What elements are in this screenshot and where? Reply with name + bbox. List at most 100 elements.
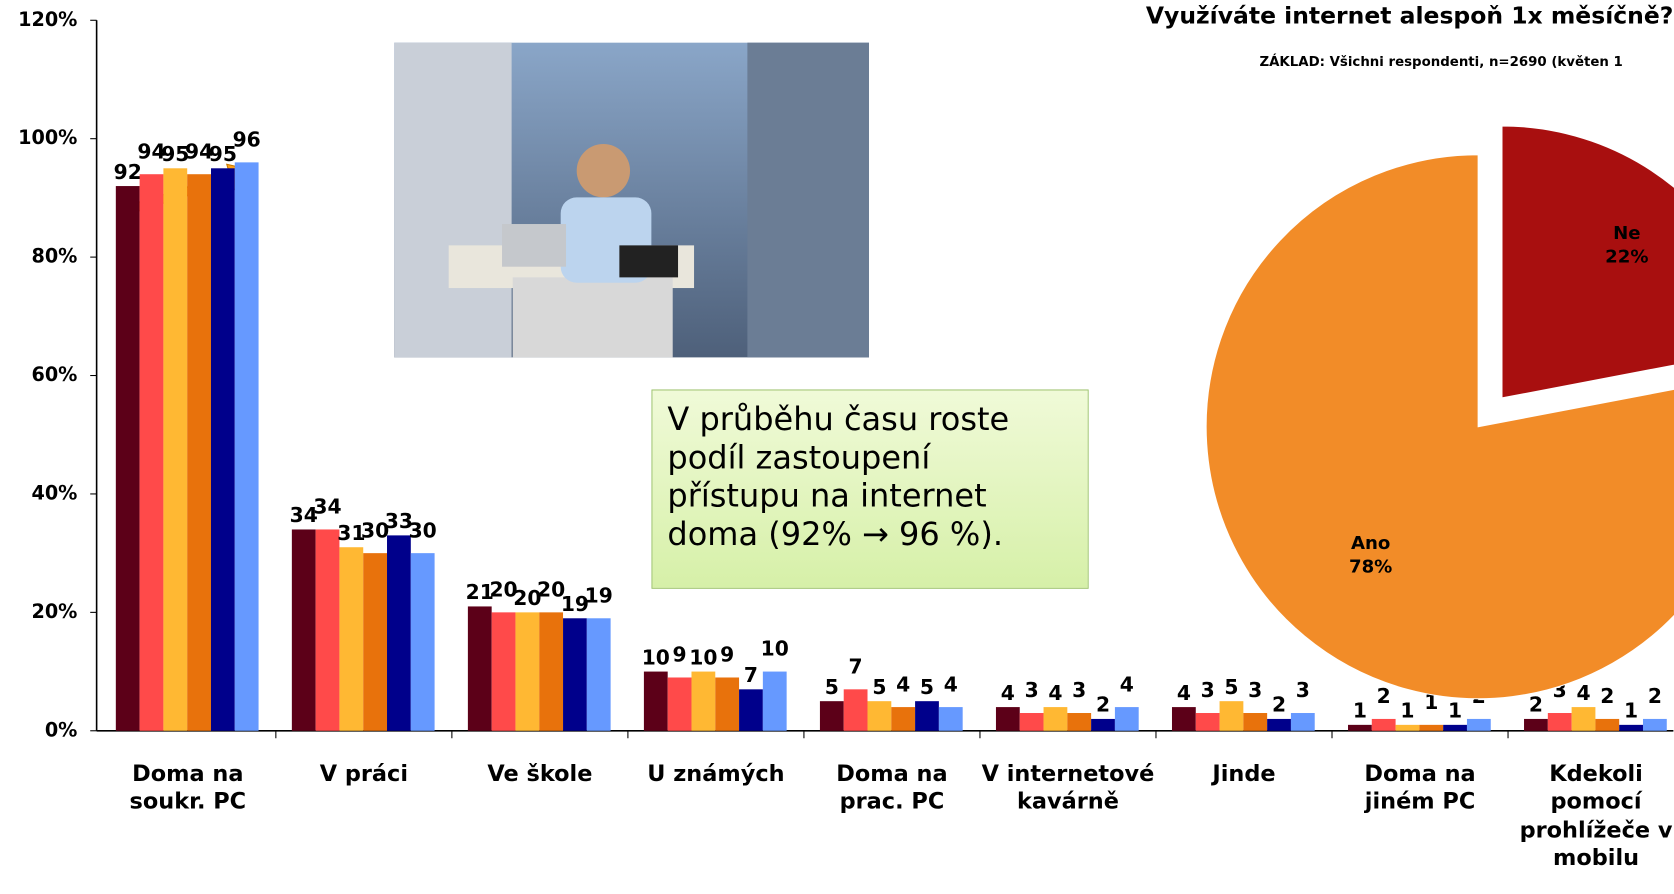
data-label: 3	[1296, 678, 1310, 702]
data-label: 95	[209, 142, 237, 166]
data-label: 4	[1120, 672, 1134, 696]
bar	[643, 671, 668, 731]
bar	[891, 707, 916, 731]
x-tick-label-box: V internetové kavárně	[982, 761, 1155, 815]
y-tick-label: 40%	[31, 481, 77, 504]
x-tick-label: U známých	[647, 760, 785, 787]
data-label: 3	[1072, 678, 1086, 702]
data-label: 5	[920, 675, 934, 699]
bar	[691, 671, 716, 731]
bar	[515, 612, 540, 731]
bar	[1348, 724, 1372, 731]
x-tick-label: Doma na jiném PC	[1364, 760, 1476, 815]
data-label: 30	[361, 518, 389, 542]
bar	[139, 174, 164, 731]
bar	[938, 707, 963, 731]
data-label: 20	[537, 578, 565, 602]
bar	[1642, 718, 1667, 731]
x-tick-label-box: Ve škole	[487, 761, 592, 787]
data-label: 10	[761, 637, 789, 661]
bar	[291, 529, 316, 731]
bar	[1443, 724, 1467, 731]
x-tick-label: V práci	[319, 760, 409, 787]
data-label: 94	[137, 139, 165, 163]
data-label: 4	[1576, 681, 1590, 705]
y-tick-label: 120%	[18, 8, 77, 31]
data-label: 2	[1600, 684, 1614, 708]
bar	[586, 618, 611, 731]
data-label: 2	[1529, 693, 1543, 717]
bar	[739, 689, 763, 731]
bar	[995, 707, 1020, 731]
bar	[1219, 701, 1244, 731]
pie-value-label: 78%	[1349, 556, 1392, 577]
data-label: 34	[290, 503, 318, 527]
data-label: 94	[185, 139, 213, 163]
data-label: 92	[114, 160, 142, 184]
bar	[1619, 724, 1643, 731]
data-label: 5	[825, 675, 839, 699]
bar	[915, 701, 939, 731]
y-tick-label: 80%	[31, 245, 77, 268]
x-tick-label-box: Jinde	[1212, 760, 1276, 787]
annotation: V průběhu času roste podíl zastoupení př…	[651, 389, 1089, 589]
x-tick-label-box: U známých	[647, 760, 785, 787]
bar	[115, 186, 140, 731]
data-label: 4	[1001, 681, 1015, 705]
bar	[1466, 718, 1491, 731]
data-label: 1	[1624, 699, 1638, 723]
pie-slice	[1205, 154, 1674, 700]
y-tick-label: 100%	[18, 126, 77, 149]
data-label: 3	[1248, 678, 1262, 702]
bar	[1171, 707, 1196, 731]
bar	[539, 612, 564, 731]
data-label: 21	[466, 580, 494, 604]
data-label: 10	[689, 645, 717, 669]
data-label: 9	[720, 643, 734, 667]
x-tick-label-box: Doma na prac. PC	[836, 761, 947, 815]
data-label: 20	[489, 578, 517, 602]
data-label: 2	[1096, 693, 1110, 717]
x-tick-label-box: Doma na soukr. PC	[130, 761, 247, 815]
photo	[394, 42, 870, 358]
bar	[1290, 713, 1315, 731]
annotation-box: V průběhu času roste podíl zastoupení př…	[651, 389, 1089, 589]
bar	[410, 553, 435, 731]
data-label: 95	[161, 142, 189, 166]
bar	[1043, 707, 1068, 731]
bar	[867, 701, 892, 731]
bar	[1419, 724, 1444, 731]
data-label: 1	[1353, 699, 1367, 723]
y-tick-label: 20%	[31, 600, 77, 623]
bar	[1067, 713, 1092, 731]
data-label: 2	[1377, 684, 1391, 708]
pie-slice	[1501, 125, 1674, 399]
data-label: 1	[1400, 699, 1414, 723]
data-label: 2	[1272, 693, 1286, 717]
x-tick-label: Kdekoli pomocí prohlížeče v mobilu	[1519, 760, 1673, 871]
bar	[163, 168, 188, 731]
pie-subtitle: ZÁKLAD: Všichni respondenti, n=2690 (kvě…	[1259, 53, 1622, 70]
bar	[1595, 718, 1620, 731]
data-label: 1	[1448, 699, 1462, 723]
x-tick-label-box: Doma na jiném PC	[1364, 760, 1476, 815]
y-tick-label: 60%	[31, 363, 77, 386]
bar	[315, 529, 340, 731]
data-label: 33	[385, 509, 413, 533]
data-label: 5	[1224, 675, 1238, 699]
bar	[1395, 724, 1420, 731]
data-label: 9	[673, 643, 687, 667]
x-tick-label: Jinde	[1212, 760, 1276, 787]
data-label: 5	[872, 675, 886, 699]
bar	[187, 174, 211, 731]
data-label: 34	[313, 495, 341, 519]
data-label: 7	[849, 654, 863, 678]
bar	[1267, 718, 1291, 731]
bar	[1547, 713, 1572, 731]
bar	[491, 612, 516, 731]
data-label: 2	[1648, 684, 1662, 708]
pie-label: Ano	[1351, 533, 1390, 554]
bar	[234, 162, 259, 731]
data-label: 3	[1201, 678, 1215, 702]
